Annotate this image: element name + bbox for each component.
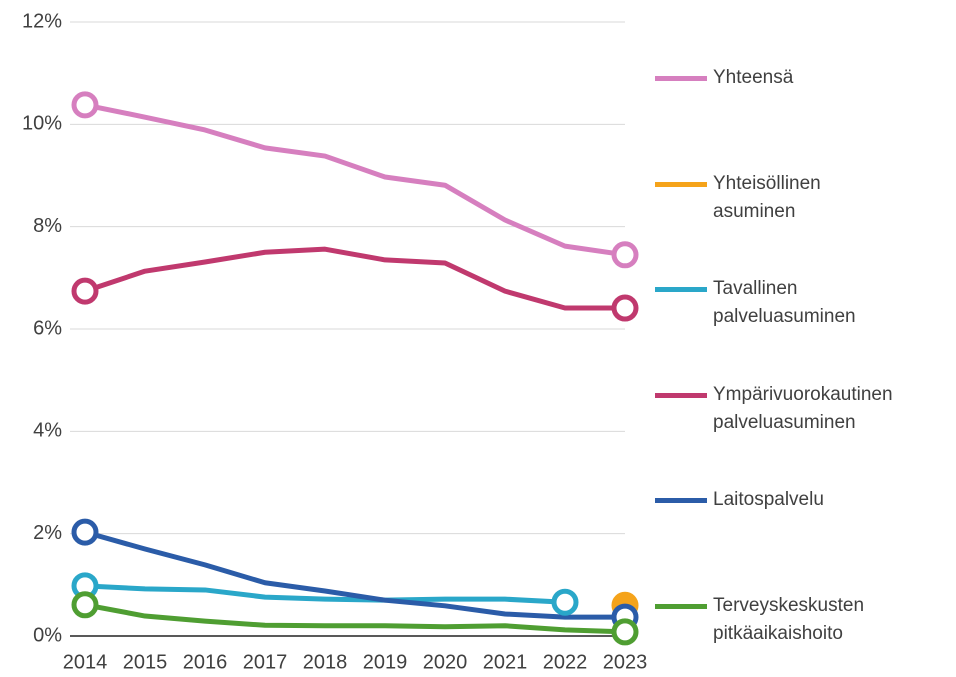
- legend-label: Laitospalvelu: [713, 489, 824, 511]
- legend-label: Ympärivuorokautinen palveluasuminen: [713, 383, 893, 433]
- end-marker: [611, 618, 639, 646]
- x-tick-label: 2015: [123, 651, 168, 673]
- x-tick-label: 2017: [243, 651, 288, 673]
- end-marker: [71, 591, 99, 619]
- x-tick-label: 2022: [543, 651, 588, 673]
- legend-label: Yhteensä: [713, 67, 794, 88]
- legend-item: Yhteensä: [655, 66, 793, 92]
- x-tick-label: 2021: [483, 651, 528, 673]
- series-line: [84, 602, 626, 635]
- y-tick-label: 12%: [22, 10, 62, 32]
- y-tick-label: 10%: [22, 113, 62, 135]
- x-tick-label: 2016: [183, 651, 228, 673]
- end-marker: [611, 294, 639, 322]
- x-tick-label: 2018: [303, 651, 348, 673]
- series-line: [84, 246, 625, 311]
- legend-label: Tavallinen palveluasuminen: [713, 278, 856, 328]
- y-tick-label: 8%: [33, 215, 62, 237]
- legend-item: Laitospalvelu: [655, 488, 824, 514]
- legend-item: Terveyskeskusten pitkäaikaishoito: [655, 594, 864, 648]
- x-tick-label: 2023: [603, 651, 648, 673]
- end-marker: [71, 277, 99, 305]
- end-marker: [71, 518, 99, 546]
- y-tick-label: 0%: [33, 624, 62, 646]
- legend-swatch: [655, 392, 707, 398]
- legend-item: Tavallinen palveluasuminen: [655, 277, 856, 331]
- x-tick-label: 2019: [363, 651, 408, 673]
- legend-label: Terveyskeskusten pitkäaikaishoito: [713, 595, 865, 644]
- series-line: [84, 583, 566, 605]
- x-tick-label: 2014: [63, 651, 108, 673]
- y-tick-label: 6%: [33, 317, 62, 339]
- end-marker: [611, 241, 639, 269]
- legend-swatch: [655, 287, 707, 293]
- legend-swatch: [655, 498, 707, 504]
- end-marker: [71, 91, 99, 119]
- y-tick-label: 2%: [33, 522, 62, 544]
- series-line: [84, 102, 626, 258]
- legend-label: Yhteisöllinen asuminen: [713, 172, 821, 222]
- x-tick-label: 2020: [423, 651, 468, 673]
- end-marker: [551, 588, 579, 616]
- legend-item: Ympärivuorokautinen palveluasuminen: [655, 383, 893, 437]
- legend-swatch: [655, 604, 707, 609]
- series-line: [84, 529, 625, 620]
- y-tick-label: 4%: [33, 420, 62, 442]
- legend-item: Yhteisöllinen asuminen: [655, 172, 821, 226]
- legend-swatch: [655, 76, 707, 81]
- legend-swatch: [655, 181, 707, 187]
